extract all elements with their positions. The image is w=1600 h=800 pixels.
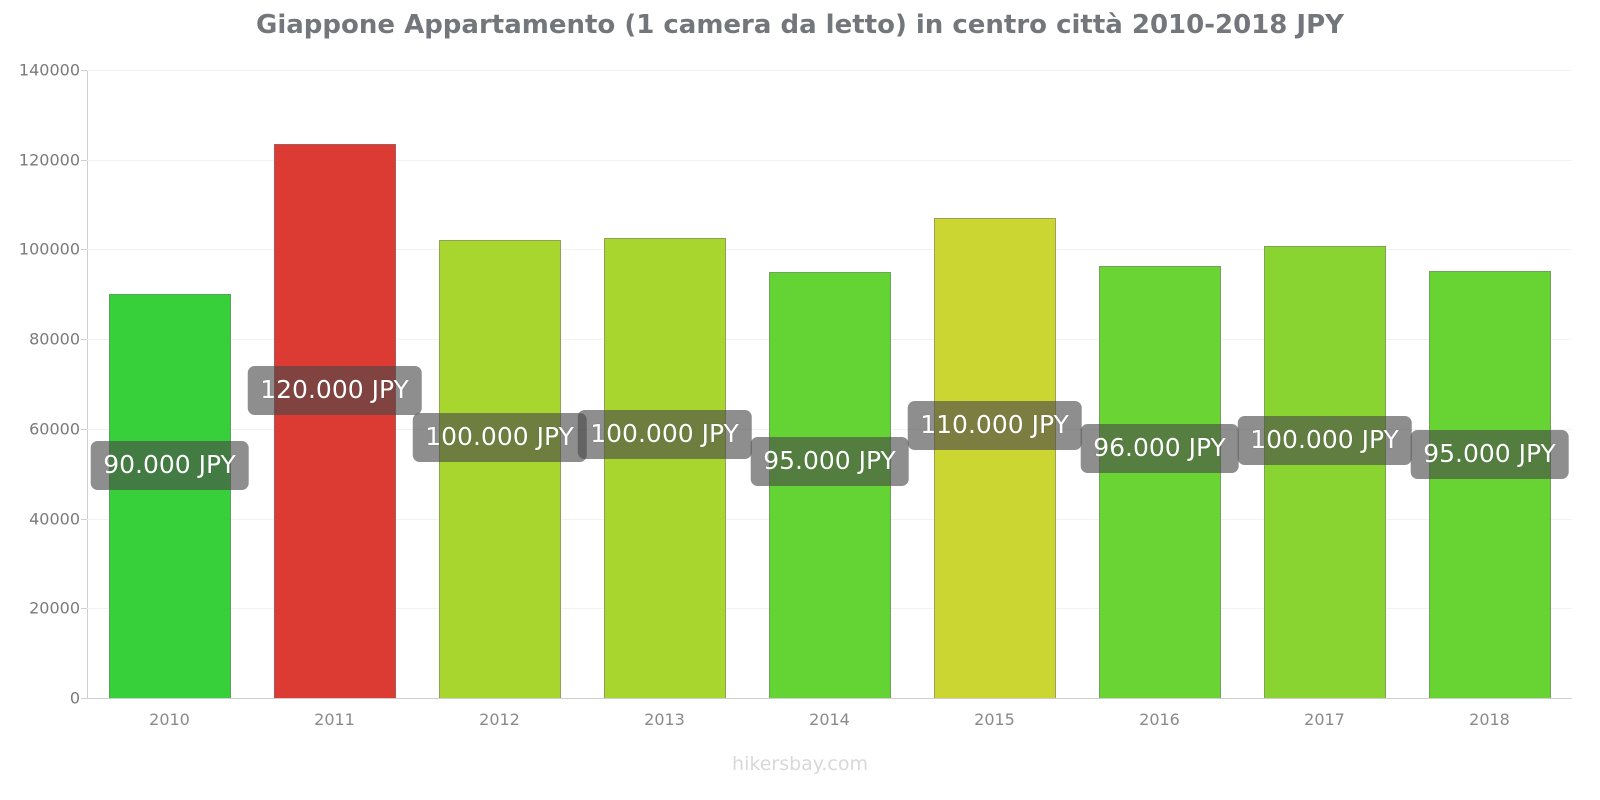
y-axis-tick-mark — [81, 70, 87, 71]
y-axis-tick-mark — [81, 518, 87, 520]
y-axis-tick-label: 100000 — [18, 239, 80, 259]
y-axis-tick-label: 20000 — [29, 598, 80, 618]
x-axis-tick-label: 2017 — [1304, 710, 1345, 729]
bar-value-label: 100.000 JPY — [1237, 416, 1412, 465]
y-axis-tick-mark — [81, 249, 87, 251]
y-axis-tick-label: 120000 — [18, 150, 80, 170]
plot-area — [87, 70, 1572, 698]
x-axis-tick-label: 2011 — [314, 710, 355, 729]
bar-value-label: 95.000 JPY — [1410, 430, 1569, 479]
y-axis-tick-mark — [81, 428, 87, 430]
x-axis-tick-label: 2016 — [1139, 710, 1180, 729]
bar-value-label: 100.000 JPY — [412, 413, 587, 462]
bar-value-label: 95.000 JPY — [750, 437, 909, 486]
bar[interactable] — [603, 238, 726, 698]
x-axis-tick-label: 2018 — [1469, 710, 1510, 729]
bar-value-label: 100.000 JPY — [577, 410, 752, 459]
y-axis-tick-label: 60000 — [29, 419, 80, 439]
y-axis-tick-mark — [81, 698, 87, 699]
footer-credit: hikersbay.com — [732, 753, 868, 775]
gridline — [87, 159, 1572, 161]
x-axis-tick-label: 2015 — [974, 710, 1015, 729]
bar[interactable] — [273, 144, 396, 698]
y-axis-tick-label: 80000 — [29, 329, 80, 349]
x-axis-tick-label: 2014 — [809, 710, 850, 729]
gridline — [87, 249, 1572, 251]
bar[interactable] — [1428, 270, 1551, 698]
bar[interactable] — [1263, 245, 1386, 698]
bar[interactable] — [438, 240, 561, 698]
y-axis-tick-mark — [81, 159, 87, 161]
gridline — [87, 70, 1572, 71]
x-axis-tick-label: 2012 — [479, 710, 520, 729]
bar-value-label: 96.000 JPY — [1080, 424, 1239, 473]
x-axis-tick-label: 2010 — [149, 710, 190, 729]
bar[interactable] — [108, 294, 231, 698]
bar[interactable] — [1098, 266, 1221, 698]
bar-value-label: 120.000 JPY — [247, 366, 422, 415]
bar-value-label: 110.000 JPY — [907, 401, 1082, 450]
y-axis-line — [87, 70, 88, 698]
y-axis-tick-label: 0 — [69, 688, 80, 708]
x-axis-line — [87, 698, 1572, 699]
bar-value-label: 90.000 JPY — [90, 441, 249, 490]
chart-title: Giappone Appartamento (1 camera da letto… — [256, 10, 1344, 40]
x-axis-tick-label: 2013 — [644, 710, 685, 729]
y-axis-tick-label: 40000 — [29, 509, 80, 529]
y-axis-tick-mark — [81, 608, 87, 610]
bar[interactable] — [933, 218, 1056, 698]
y-axis-tick-mark — [81, 339, 87, 341]
y-axis-tick-label: 140000 — [18, 60, 80, 80]
